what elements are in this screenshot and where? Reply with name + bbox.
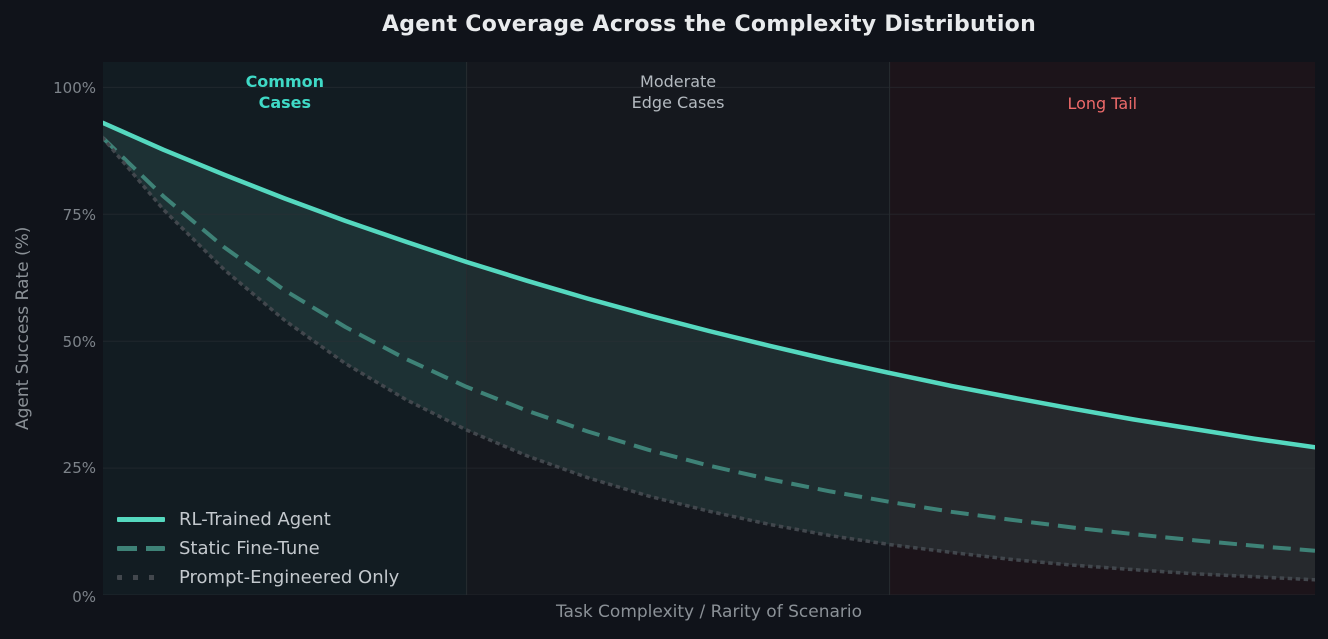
legend-label: Static Fine-Tune (179, 538, 320, 559)
legend-item-prompt-engineered: Prompt-Engineered Only (117, 567, 400, 588)
region-bg-2 (889, 62, 1315, 595)
region-bg-1 (466, 62, 890, 595)
y-tick-50: 50% (62, 333, 96, 351)
legend-line-dotted-icon (117, 575, 165, 580)
y-axis-label: Agent Success Rate (%) (13, 226, 33, 431)
legend-line-solid-icon (117, 517, 165, 522)
legend-label: Prompt-Engineered Only (179, 567, 400, 588)
legend-line-dashed-icon (117, 546, 165, 551)
plot-canvas (103, 62, 1315, 595)
coverage-gap-band (103, 122, 1315, 580)
legend: RL-Trained Agent Static Fine-Tune Prompt… (117, 509, 400, 588)
prompt-engineered-only-line (103, 135, 1315, 582)
y-tick-100: 100% (53, 79, 96, 97)
chart-title: Agent Coverage Across the Complexity Dis… (381, 12, 1037, 37)
legend-label: RL-Trained Agent (179, 509, 331, 530)
legend-item-rl-trained: RL-Trained Agent (117, 509, 399, 530)
y-tick-0: 0% (72, 588, 96, 606)
plot-area: Common Cases Moderate Edge Cases Long Ta… (103, 62, 1315, 595)
legend-item-static-finetune: Static Fine-Tune (117, 538, 399, 559)
static-fine-tune-line (103, 136, 1315, 553)
rl-trained-agent-line (103, 120, 1315, 450)
x-axis-label: Task Complexity / Rarity of Scenario (555, 602, 863, 622)
y-tick-25: 25% (62, 459, 96, 477)
y-tick-75: 75% (62, 206, 96, 224)
